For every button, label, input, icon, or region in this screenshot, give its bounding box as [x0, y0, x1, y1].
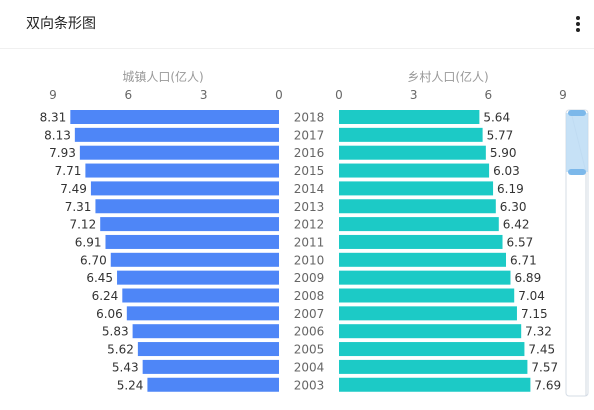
left-axis-tick: 3: [200, 88, 208, 102]
left-bar[interactable]: [70, 110, 280, 124]
left-axis-tick: 0: [275, 88, 283, 102]
right-bar-label: 7.32: [525, 325, 552, 339]
right-bar-label: 6.19: [497, 182, 524, 196]
right-bar-label: 6.57: [507, 235, 534, 249]
left-bar-label: 6.91: [75, 235, 102, 249]
category-label: 2016: [294, 146, 325, 160]
right-bar[interactable]: [339, 127, 483, 142]
category-label: 2009: [294, 271, 325, 285]
right-bar[interactable]: [339, 252, 507, 267]
left-bar-label: 7.49: [60, 182, 87, 196]
right-bar-label: 5.77: [487, 128, 514, 142]
right-bar-label: 6.42: [503, 218, 530, 232]
zoom-handle-top[interactable]: [568, 110, 586, 116]
left-bar-label: 5.24: [117, 378, 144, 392]
left-bar-label: 8.31: [40, 111, 67, 125]
category-label: 2013: [294, 200, 325, 214]
right-bar-label: 5.90: [490, 146, 517, 160]
right-bar-label: 7.69: [534, 378, 561, 392]
left-bar-label: 5.83: [102, 325, 129, 339]
category-label: 2011: [294, 235, 325, 249]
left-bar-label: 7.31: [65, 200, 92, 214]
right-bar[interactable]: [339, 359, 528, 374]
left-axis-title: 城镇人口(亿人): [122, 69, 203, 84]
left-bar[interactable]: [142, 359, 279, 374]
right-bar-label: 6.30: [500, 200, 527, 214]
left-bar[interactable]: [79, 145, 279, 160]
right-bar[interactable]: [339, 324, 522, 339]
left-bar[interactable]: [100, 217, 279, 232]
right-bar[interactable]: [339, 306, 517, 321]
left-bar[interactable]: [90, 181, 279, 196]
left-bar-label: 7.12: [69, 218, 96, 232]
category-label: 2006: [294, 325, 325, 339]
left-bar[interactable]: [132, 324, 279, 339]
right-axis-tick: 9: [559, 88, 567, 102]
category-label: 2007: [294, 307, 325, 321]
left-bar[interactable]: [137, 342, 279, 357]
right-bar[interactable]: [339, 270, 511, 285]
right-axis-tick: 0: [335, 88, 343, 102]
right-bar-label: 7.15: [521, 307, 548, 321]
left-bar-label: 6.70: [80, 253, 107, 267]
zoom-window[interactable]: [566, 113, 588, 172]
right-axis-title: 乡村人口(亿人): [407, 69, 488, 84]
left-bar-label: 7.71: [55, 164, 82, 178]
left-bar[interactable]: [126, 306, 280, 321]
left-bar-label: 6.06: [96, 307, 123, 321]
right-axis-tick: 6: [485, 88, 493, 102]
right-bar[interactable]: [339, 145, 486, 160]
more-vertical-icon[interactable]: [568, 12, 588, 36]
right-bar-label: 6.03: [493, 164, 520, 178]
left-bar[interactable]: [122, 288, 279, 303]
left-bar[interactable]: [95, 199, 279, 214]
category-label: 2018: [294, 111, 325, 125]
category-label: 2017: [294, 128, 325, 142]
right-bar[interactable]: [339, 377, 531, 392]
category-label: 2012: [294, 218, 325, 232]
category-label: 2014: [294, 182, 325, 196]
right-bar-label: 7.57: [531, 360, 558, 374]
left-bar-label: 6.24: [92, 289, 119, 303]
right-bar[interactable]: [339, 110, 480, 124]
chart-title: 双向条形图: [26, 16, 96, 32]
right-bar[interactable]: [339, 288, 515, 303]
left-bar[interactable]: [74, 127, 279, 142]
category-label: 2003: [294, 378, 325, 392]
left-bar[interactable]: [110, 252, 279, 267]
right-bar[interactable]: [339, 217, 499, 232]
category-label: 2008: [294, 289, 325, 303]
zoom-handle-bottom[interactable]: [568, 169, 586, 175]
right-bar-label: 5.64: [483, 111, 510, 125]
left-axis-tick: 6: [125, 88, 133, 102]
left-bar-label: 6.45: [86, 271, 113, 285]
left-bar-label: 5.43: [112, 360, 139, 374]
right-bar-label: 6.71: [510, 253, 537, 267]
left-bar[interactable]: [147, 377, 279, 392]
right-bar[interactable]: [339, 163, 490, 178]
right-bar[interactable]: [339, 342, 525, 357]
category-label: 2005: [294, 343, 325, 357]
left-bar[interactable]: [105, 234, 279, 249]
category-label: 2010: [294, 253, 325, 267]
right-bar-label: 7.04: [518, 289, 545, 303]
right-bar[interactable]: [339, 234, 503, 249]
right-bar-label: 6.89: [514, 271, 541, 285]
left-bar-label: 8.13: [44, 128, 71, 142]
right-bar-label: 7.45: [528, 343, 555, 357]
right-bar[interactable]: [339, 181, 494, 196]
left-bar[interactable]: [117, 270, 280, 285]
left-axis-tick: 9: [49, 88, 57, 102]
category-label: 2015: [294, 164, 325, 178]
left-bar[interactable]: [85, 163, 279, 178]
left-bar-label: 7.93: [49, 146, 76, 160]
right-bar[interactable]: [339, 199, 496, 214]
chart-header: 双向条形图: [0, 0, 594, 49]
left-bar-label: 5.62: [107, 343, 134, 357]
category-label: 2004: [294, 360, 325, 374]
right-axis-tick: 3: [410, 88, 418, 102]
